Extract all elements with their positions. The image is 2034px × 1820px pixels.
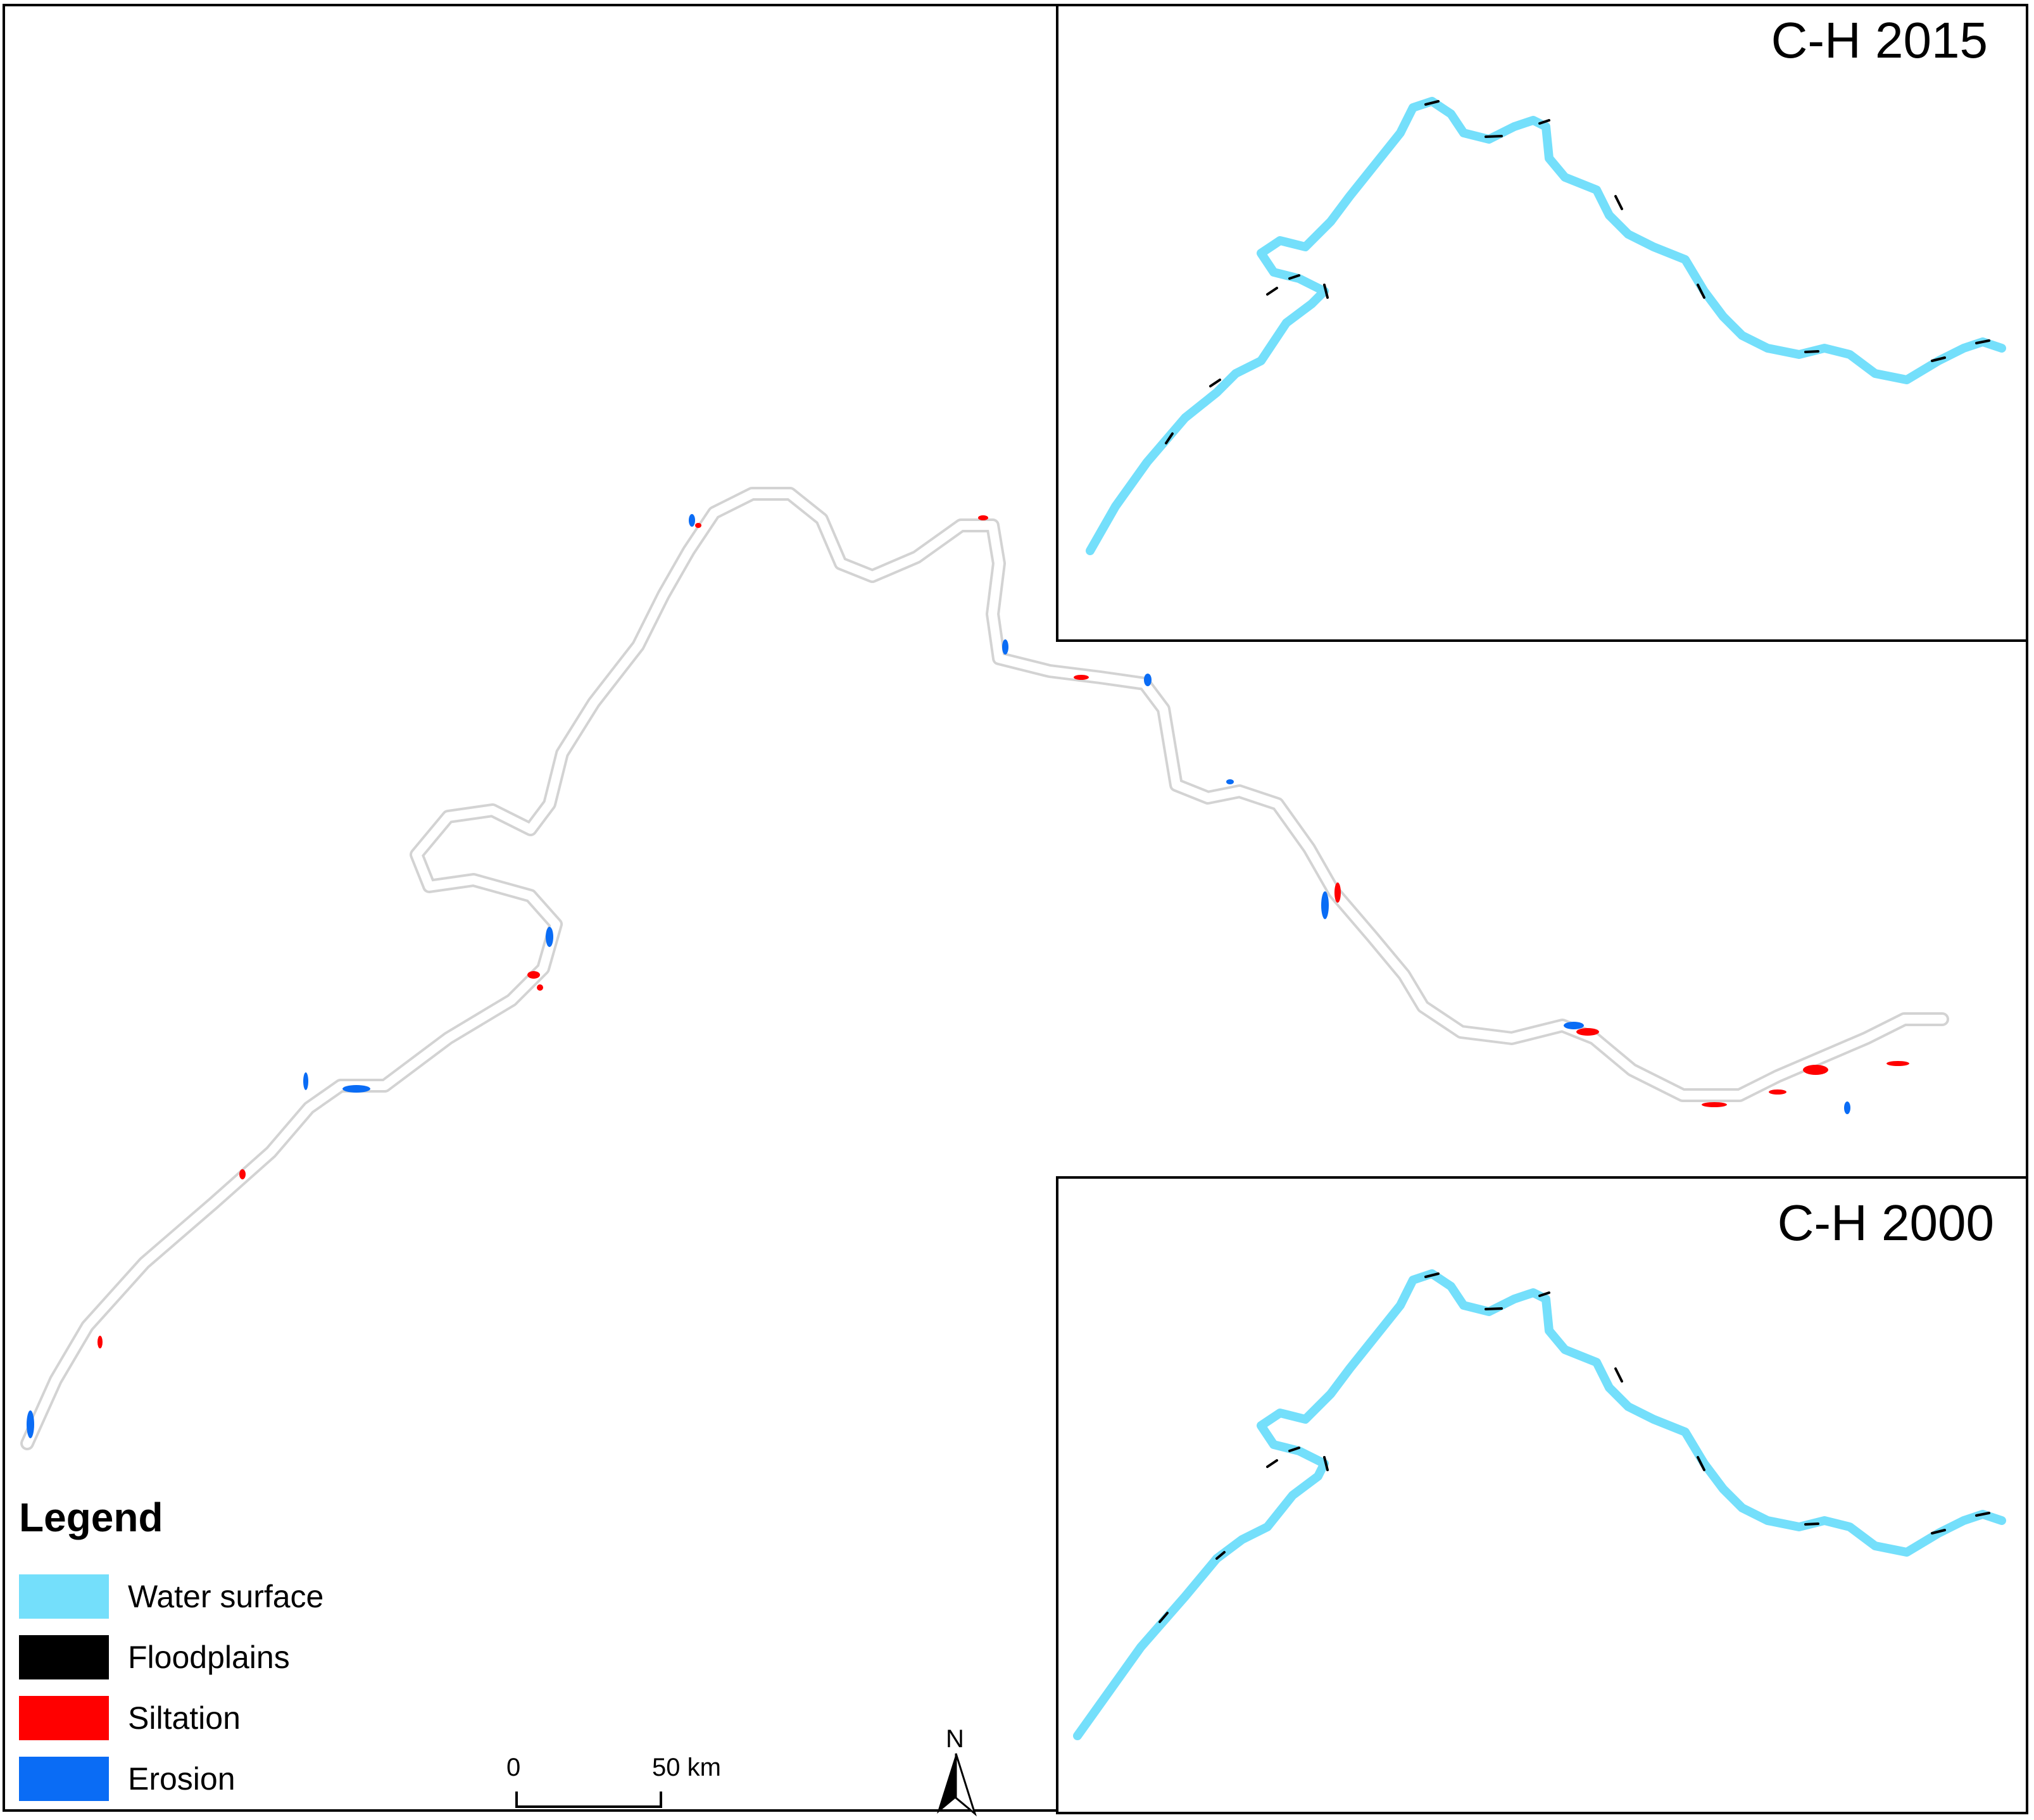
floodplain-2015 — [1165, 100, 1990, 444]
erosion-patches — [27, 514, 1850, 1438]
legend-swatch-floodplains — [19, 1635, 109, 1679]
floodplain-2000 — [1158, 1272, 1990, 1623]
legend-item-siltation: Siltation — [19, 1688, 323, 1748]
river-channel-inner — [23, 489, 1947, 1448]
north-label: N — [946, 1725, 964, 1753]
inset-title: C-H 2000 — [1777, 1195, 1994, 1251]
legend-label: Erosion — [128, 1761, 235, 1797]
scale-label-end: 50 km — [652, 1754, 721, 1781]
inset-map-2000: C-H 2000 — [1056, 1176, 2028, 1814]
water-surface-2000 — [1073, 1269, 2006, 1740]
legend: Legend Water surface Floodplains Siltati… — [19, 1494, 323, 1809]
scale-line — [515, 1792, 662, 1808]
main-river-map — [20, 487, 1949, 1450]
legend-swatch-erosion — [19, 1757, 109, 1801]
north-arrow-icon — [937, 1753, 977, 1817]
inset-river-2000 — [1073, 1269, 2006, 1740]
inset-map-2015: C-H 2015 — [1056, 4, 2028, 642]
siltation-patches — [97, 515, 1909, 1348]
water-surface-2015 — [1086, 97, 2006, 555]
legend-title: Legend — [19, 1495, 163, 1540]
inset-title: C-H 2015 — [1771, 12, 1988, 68]
legend-swatch-siltation — [19, 1696, 109, 1740]
legend-label: Siltation — [128, 1700, 241, 1736]
legend-item-water-surface: Water surface — [19, 1566, 323, 1627]
legend-label: Floodplains — [128, 1640, 290, 1675]
inset-river-2015 — [1086, 97, 2006, 555]
north-arrow: N — [931, 1725, 981, 1820]
legend-label: Water surface — [128, 1579, 324, 1614]
legend-item-erosion: Erosion — [19, 1748, 323, 1809]
legend-item-floodplains: Floodplains — [19, 1627, 323, 1688]
scale-bar: 0 50 km — [505, 1754, 721, 1817]
legend-swatch-water-surface — [19, 1574, 109, 1619]
scale-label-start: 0 — [506, 1754, 521, 1781]
